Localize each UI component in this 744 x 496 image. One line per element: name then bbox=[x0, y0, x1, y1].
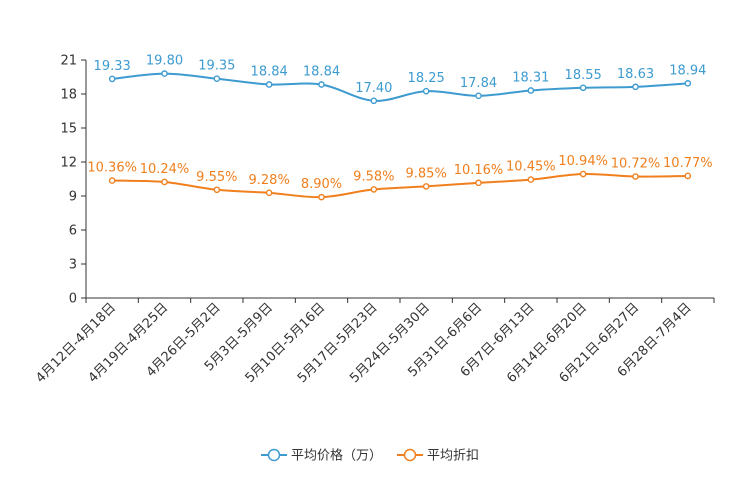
y-tick-label: 3 bbox=[69, 258, 77, 273]
data-label: 19.35 bbox=[198, 59, 235, 74]
data-point bbox=[632, 83, 639, 91]
legend-item[interactable]: 平均价格（万） bbox=[261, 448, 382, 464]
data-point bbox=[422, 183, 430, 190]
data-label: 10.16% bbox=[454, 163, 504, 178]
data-point bbox=[579, 84, 587, 92]
data-point bbox=[632, 173, 639, 180]
data-label: 9.28% bbox=[249, 173, 290, 188]
series-line bbox=[112, 172, 688, 199]
y-tick-label: 12 bbox=[60, 156, 77, 171]
data-point bbox=[475, 92, 482, 100]
y-tick-label: 6 bbox=[69, 224, 77, 239]
data-labels: 19.33 19.80 19.35 18.84 18.84 17.40 18.25 17.84… bbox=[87, 54, 712, 193]
y-tick-label: 9 bbox=[69, 190, 77, 205]
legend-marker bbox=[403, 448, 417, 462]
data-label: 10.94% bbox=[558, 154, 608, 169]
data-point bbox=[579, 170, 587, 178]
data-point bbox=[684, 172, 692, 180]
data-point bbox=[265, 189, 273, 197]
data-point bbox=[161, 70, 168, 77]
data-point bbox=[370, 97, 378, 105]
series-line bbox=[112, 72, 688, 102]
data-label: 18.94 bbox=[669, 63, 706, 78]
series-layer bbox=[108, 70, 692, 201]
data-label: 19.33 bbox=[94, 59, 131, 74]
y-tick-label: 21 bbox=[60, 54, 77, 69]
data-label: 10.72% bbox=[611, 157, 661, 172]
data-label: 18.84 bbox=[251, 64, 288, 79]
data-label: 9.55% bbox=[196, 170, 237, 185]
data-point bbox=[527, 87, 535, 94]
data-label: 9.85% bbox=[406, 166, 447, 181]
data-label: 17.84 bbox=[460, 76, 497, 91]
data-point bbox=[475, 179, 482, 187]
data-point bbox=[318, 193, 325, 201]
data-label: 10.45% bbox=[506, 160, 556, 175]
data-label: 9.58% bbox=[353, 169, 394, 184]
data-point bbox=[213, 75, 221, 82]
data-point bbox=[422, 87, 430, 95]
data-label: 19.80 bbox=[146, 54, 183, 69]
data-label: 10.77% bbox=[663, 156, 713, 171]
data-point bbox=[213, 186, 221, 194]
data-label: 18.25 bbox=[408, 71, 445, 86]
legend-label: 平均折扣 bbox=[427, 449, 479, 464]
data-point bbox=[265, 81, 273, 88]
legend-item[interactable]: 平均折扣 bbox=[397, 449, 479, 464]
data-label: 17.40 bbox=[355, 81, 392, 96]
legend[interactable]: 平均价格（万） 平均折扣 bbox=[261, 448, 479, 464]
legend-label: 平均价格（万） bbox=[291, 448, 382, 464]
data-point bbox=[108, 177, 116, 184]
y-tick-label: 18 bbox=[60, 88, 77, 103]
data-label: 18.84 bbox=[303, 64, 340, 79]
legend-marker bbox=[267, 448, 281, 462]
data-label: 10.24% bbox=[140, 162, 190, 177]
y-tick-label: 15 bbox=[60, 122, 77, 137]
data-point bbox=[370, 186, 378, 193]
data-point bbox=[527, 176, 535, 183]
data-point bbox=[161, 178, 168, 186]
data-label: 18.31 bbox=[512, 70, 549, 85]
data-label: 18.55 bbox=[565, 68, 602, 83]
data-label: 18.63 bbox=[617, 67, 654, 82]
data-label: 8.90% bbox=[301, 177, 342, 192]
y-tick-label: 0 bbox=[69, 292, 77, 307]
data-label: 10.36% bbox=[87, 161, 137, 176]
data-point bbox=[318, 81, 325, 88]
data-point bbox=[684, 80, 692, 87]
data-point bbox=[108, 75, 116, 83]
